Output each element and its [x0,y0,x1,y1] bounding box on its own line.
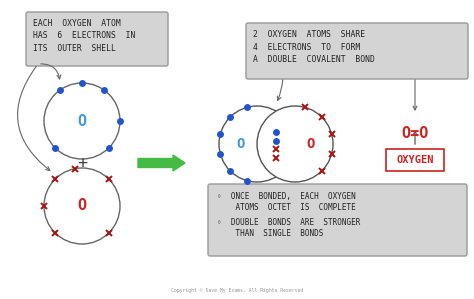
Text: O: O [77,199,87,213]
FancyBboxPatch shape [208,184,467,256]
Text: +: + [77,154,87,172]
Text: O=O: O=O [401,126,428,141]
Text: ATOMS  OCTET  IS  COMPLETE: ATOMS OCTET IS COMPLETE [217,203,356,212]
Text: ◦  ONCE  BONDED,  EACH  OXYGEN: ◦ ONCE BONDED, EACH OXYGEN [217,192,356,201]
Text: OXYGEN: OXYGEN [396,155,434,165]
FancyBboxPatch shape [26,12,168,66]
Circle shape [219,106,295,182]
Text: ◦  DOUBLE  BONDS  ARE  STRONGER: ◦ DOUBLE BONDS ARE STRONGER [217,218,360,227]
Text: O: O [237,137,245,151]
FancyArrow shape [138,155,185,171]
Text: 2  OXYGEN  ATOMS  SHARE
4  ELECTRONS  TO  FORM
A  DOUBLE  COVALENT  BOND: 2 OXYGEN ATOMS SHARE 4 ELECTRONS TO FORM… [253,30,375,64]
Text: Copyright © Save My Exams. All Rights Reserved: Copyright © Save My Exams. All Rights Re… [171,288,303,293]
Text: O: O [77,114,87,129]
FancyBboxPatch shape [386,149,444,171]
FancyBboxPatch shape [246,23,468,79]
Text: EACH  OXYGEN  ATOM
HAS  6  ELECTRONS  IN
ITS  OUTER  SHELL: EACH OXYGEN ATOM HAS 6 ELECTRONS IN ITS … [33,19,136,53]
Text: THAN  SINGLE  BONDS: THAN SINGLE BONDS [217,229,323,238]
Circle shape [257,106,333,182]
Text: O: O [307,137,315,151]
